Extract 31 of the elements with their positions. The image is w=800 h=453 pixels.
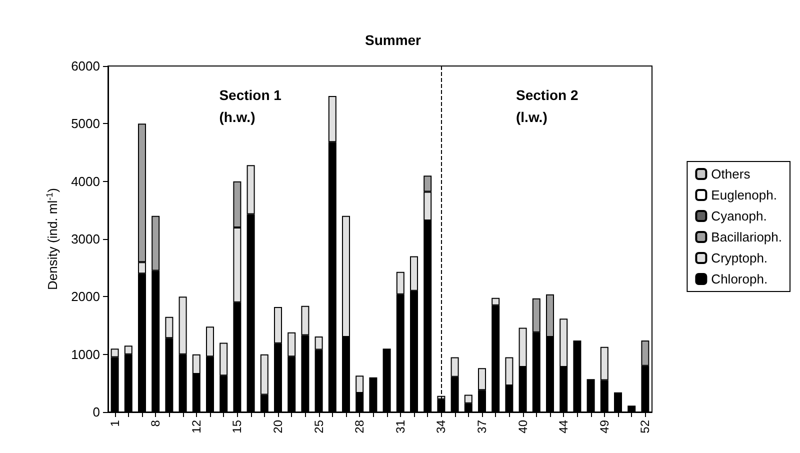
x-tick-label: 8 (148, 420, 163, 427)
x-tick-label: 20 (271, 420, 285, 434)
legend-label: Cryptoph. (711, 250, 768, 266)
y-tick-label: 5000 (71, 116, 100, 132)
chart-title: Summer (364, 32, 422, 48)
y-tick-label: 3000 (71, 232, 100, 246)
legend-label: Chloroph. (711, 272, 768, 286)
x-tick-label: 25 (312, 420, 326, 434)
x-tick-label: 44 (556, 420, 571, 434)
x-tick-label: 52 (638, 420, 652, 434)
annotation: Section 2 (l.w.) (516, 87, 578, 125)
x-tick-label: 49 (597, 420, 612, 434)
y-tick-label: 1000 (71, 346, 100, 362)
x-tick-label: 15 (230, 420, 244, 434)
x-tick-label: 34 (434, 420, 448, 434)
annotation: Section 1 (h.w.) (219, 87, 282, 125)
y-tick-label: 4000 (71, 174, 100, 189)
legend-label: Bacillarioph. (711, 230, 782, 244)
y-axis-title: Density (ind. ml-1) (44, 188, 60, 290)
x-tick-label: 31 (393, 420, 408, 434)
x-tick-label: 37 (475, 420, 489, 434)
y-tick-label: 2000 (71, 289, 100, 304)
x-tick-label: 40 (516, 420, 530, 434)
x-tick-label: 1 (108, 420, 122, 427)
x-tick-label: 28 (352, 420, 367, 434)
legend-label: Euglenoph. (711, 188, 777, 202)
legend-label: Others (711, 166, 751, 182)
x-tick-label: 12 (189, 420, 204, 434)
y-tick-label: 6000 (71, 58, 100, 74)
legend-label: Cyanoph. (711, 208, 767, 224)
y-tick-label: 0 (92, 404, 100, 420)
